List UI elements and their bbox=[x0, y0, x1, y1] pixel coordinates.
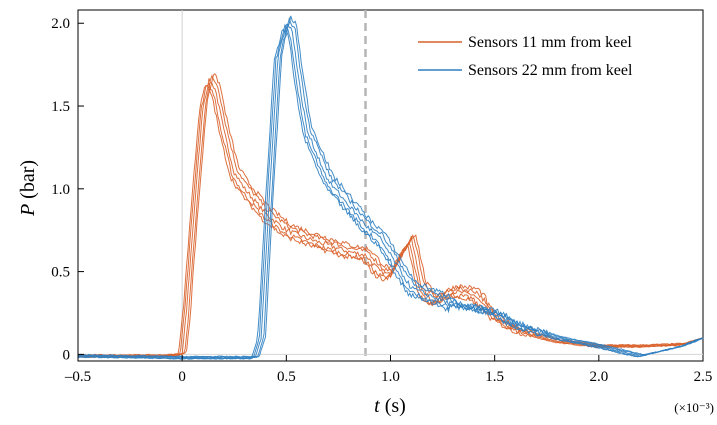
series-1-trace-3 bbox=[77, 82, 704, 358]
x-tick-label: 2.5 bbox=[694, 369, 713, 385]
series-1-trace-5 bbox=[77, 84, 704, 359]
legend-label-series-2: Sensors 22 mm from keel bbox=[468, 62, 633, 79]
x-axis-multiplier: (×10⁻³) bbox=[674, 400, 714, 415]
legend-label-series-1: Sensors 11 mm from keel bbox=[468, 34, 632, 51]
x-tick-label: 1.0 bbox=[381, 369, 400, 385]
series-1-trace-2 bbox=[77, 74, 704, 357]
x-tick-label: –0.5 bbox=[64, 369, 91, 385]
y-tick-label: 2.0 bbox=[51, 16, 70, 32]
x-axis-label-unit: (s) bbox=[380, 395, 406, 417]
x-tick-label: 1.5 bbox=[485, 369, 504, 385]
x-axis-label: t (s) bbox=[374, 395, 406, 417]
y-tick-label: 1.0 bbox=[51, 182, 70, 198]
y-tick-label: 0.5 bbox=[51, 265, 70, 281]
series-1-trace-1 bbox=[77, 78, 704, 358]
x-tick-label: 0 bbox=[178, 369, 186, 385]
x-axis-label-var: t bbox=[374, 395, 380, 417]
y-tick-label: 0 bbox=[63, 347, 71, 363]
x-tick-label: 2.0 bbox=[589, 369, 608, 385]
y-axis-label-unit: (bar) bbox=[17, 160, 39, 204]
y-axis-ticks: 0 0.5 1.0 1.5 2.0 bbox=[51, 16, 84, 363]
x-tick-label: 0.5 bbox=[277, 369, 296, 385]
x-axis-ticks: –0.5 0 0.5 1.0 1.5 2.0 2.5 bbox=[64, 355, 713, 385]
legend: Sensors 11 mm from keel Sensors 22 mm fr… bbox=[418, 34, 633, 79]
series-1 bbox=[77, 73, 704, 359]
series-1-trace-4 bbox=[77, 73, 704, 356]
plot-area: –0.5 0 0.5 1.0 1.5 2.0 2.5 0 0.5 1.0 1.5 2.0 bbox=[51, 9, 713, 385]
y-axis-label-var: P bbox=[17, 204, 39, 217]
y-tick-label: 1.5 bbox=[51, 99, 70, 115]
y-axis-label: P (bar) bbox=[17, 160, 39, 217]
